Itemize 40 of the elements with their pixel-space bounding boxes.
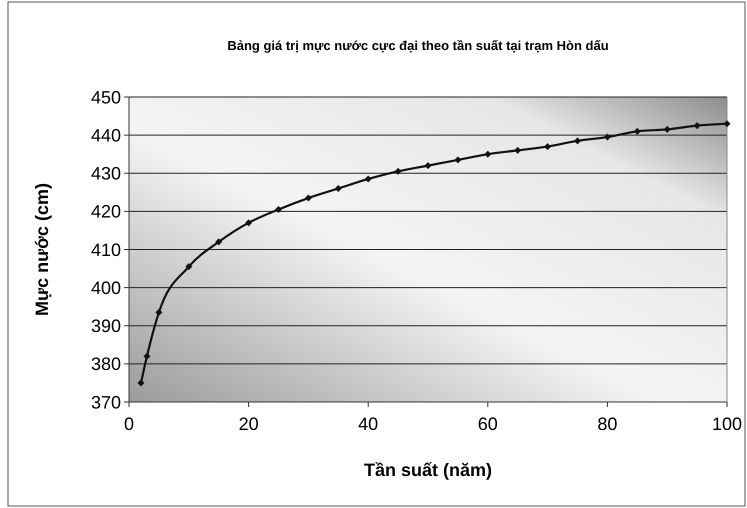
y-axis-title: Mực nước (cm) [32,183,52,316]
y-tick-label: 420 [90,202,121,222]
point [424,162,432,170]
x-tick-label: 20 [238,414,259,434]
point [604,134,611,141]
y-tick-label: 380 [90,354,121,374]
y-tick-label: 440 [90,125,121,146]
chart-title: Bảng giá trị mực nước cực đại theo tần suất tại trạm Hòn dấu [227,38,609,53]
point [185,263,192,270]
point [394,168,402,175]
x-tick-label: 40 [358,414,378,434]
x-tick-label: 60 [478,414,498,434]
point [364,175,372,182]
point [634,128,641,135]
point [664,126,671,133]
point [484,150,492,158]
point [143,352,150,360]
point [694,122,701,130]
point [574,137,581,144]
y-tick-label: 410 [90,240,121,260]
point [137,379,144,386]
y-tick-label: 390 [90,316,121,336]
x-tick-label: 80 [597,414,618,434]
point [215,238,222,246]
x-axis-title: Tần suất (năm) [364,460,492,480]
y-tick-label: 370 [90,392,121,412]
point [304,194,312,202]
point [544,143,552,150]
y-tick-label: 430 [90,164,121,184]
y-tick-label: 400 [90,278,121,298]
x-tick-label: 100 [712,414,742,434]
point [155,308,162,316]
point [724,120,730,128]
point [275,206,282,213]
point [245,219,252,226]
point [514,146,522,154]
y-tick-label: 450 [90,87,121,108]
point [454,156,462,164]
x-tick-label: 0 [124,414,134,434]
point [334,185,342,192]
